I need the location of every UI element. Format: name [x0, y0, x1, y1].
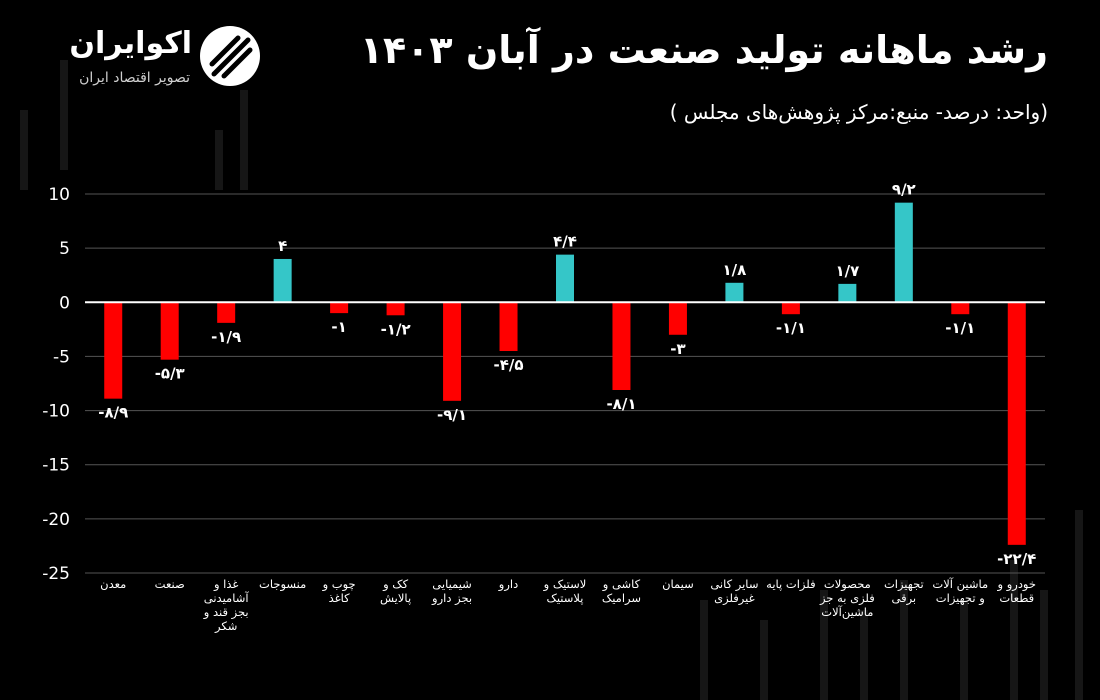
y-tick-label: 0 — [59, 293, 70, 313]
bar — [499, 302, 518, 352]
data-label: -۲۲/۴ — [997, 550, 1036, 568]
x-tick-label: محصولات — [824, 577, 871, 592]
data-label: -۱/۲ — [381, 320, 411, 338]
x-tick-label: سیمان — [662, 577, 694, 591]
x-tick-label: چوب و — [322, 577, 356, 592]
x-tick-label: ماشین‌آلات — [821, 605, 873, 620]
bar — [273, 258, 292, 303]
x-tick-label: دارو — [498, 577, 518, 592]
bar — [556, 254, 574, 303]
bar — [951, 302, 970, 315]
x-tick-label: شیمیایی — [432, 577, 472, 591]
x-tick-label: کک و — [382, 577, 409, 592]
bar — [894, 202, 913, 303]
data-label: ۱/۸ — [723, 261, 747, 279]
bar — [612, 302, 631, 390]
bar — [443, 302, 462, 401]
data-label: -۱ — [331, 318, 346, 336]
y-tick-label: -10 — [42, 402, 70, 422]
bar — [668, 302, 687, 335]
x-tick-label: منسوجات — [259, 577, 306, 592]
x-tick-label: سرامیک — [602, 591, 641, 606]
y-tick-label: -20 — [42, 510, 70, 530]
x-tick-label: خودرو و — [997, 577, 1037, 592]
x-tick-label: شکر — [214, 619, 237, 634]
x-tick-label: قطعات — [999, 591, 1034, 605]
y-tick-label: 5 — [59, 239, 70, 259]
bar — [781, 302, 800, 315]
data-label: -۱/۱ — [945, 319, 975, 337]
x-tick-label: سایر کانی — [710, 577, 758, 592]
data-label: -۴/۵ — [494, 356, 524, 374]
bar — [725, 282, 744, 303]
x-tick-label: کاشی و — [602, 577, 641, 592]
x-tick-label: بجز قند و — [203, 605, 249, 620]
x-tick-label: معدن — [100, 577, 126, 591]
x-tick-label: فلزات پایه — [766, 577, 815, 592]
x-tick-label: تجهیزات — [884, 577, 924, 592]
x-tick-label: بجز دارو — [431, 591, 472, 606]
x-tick-label: پالایش — [380, 591, 411, 606]
bar — [330, 302, 349, 314]
x-tick-label: لاستیک و — [543, 577, 587, 592]
brand-logo: اکوایران تصویر اقتصاد ایران — [40, 24, 270, 94]
x-tick-label: غذا و — [213, 577, 238, 592]
ecoiran-logo-icon — [200, 26, 260, 86]
chart-title: رشد ماهانه تولید صنعت در آبان ۱۴۰۳ — [359, 28, 1048, 72]
data-label: -۱/۱ — [776, 319, 806, 337]
y-tick-label: -5 — [53, 347, 70, 367]
x-tick-label: کاغذ — [329, 591, 351, 605]
y-tick-label: -15 — [42, 456, 70, 476]
chart-subtitle: (واحد: درصد- منبع:مرکز پژوهش‌های مجلس ) — [669, 100, 1048, 124]
x-tick-label: پلاستیک — [547, 591, 584, 605]
x-tick-label: برقی — [892, 591, 917, 606]
data-label: -۹/۱ — [437, 406, 467, 424]
logo-tagline: تصویر اقتصاد ایران — [79, 70, 190, 86]
data-label: ۱/۷ — [835, 262, 859, 280]
data-label: -۳ — [670, 340, 685, 358]
x-tick-label: غیرفلزی — [714, 591, 754, 606]
data-label: ۴/۴ — [553, 233, 577, 251]
x-tick-label: فلزی به جز — [819, 591, 875, 606]
bar — [386, 302, 405, 316]
bar — [838, 283, 857, 303]
bar — [217, 302, 236, 323]
data-label: -۱/۹ — [211, 328, 241, 346]
logo-name: اکوایران — [69, 26, 192, 61]
y-tick-label: -25 — [42, 564, 70, 584]
x-tick-label: آشامیدنی — [204, 591, 250, 605]
data-label: ۹/۲ — [892, 181, 916, 199]
data-label: -۸/۹ — [98, 404, 128, 422]
x-tick-label: و تجهیزات — [936, 591, 985, 606]
bar — [1007, 302, 1026, 545]
x-tick-label: ماشین آلات — [932, 577, 988, 592]
data-label: -۵/۳ — [155, 365, 185, 383]
data-label: -۸/۱ — [606, 395, 636, 413]
bar — [104, 302, 123, 399]
data-label: ۴ — [278, 237, 287, 255]
y-tick-label: 10 — [48, 185, 70, 205]
x-tick-label: صنعت — [155, 577, 185, 591]
bar — [160, 302, 179, 360]
